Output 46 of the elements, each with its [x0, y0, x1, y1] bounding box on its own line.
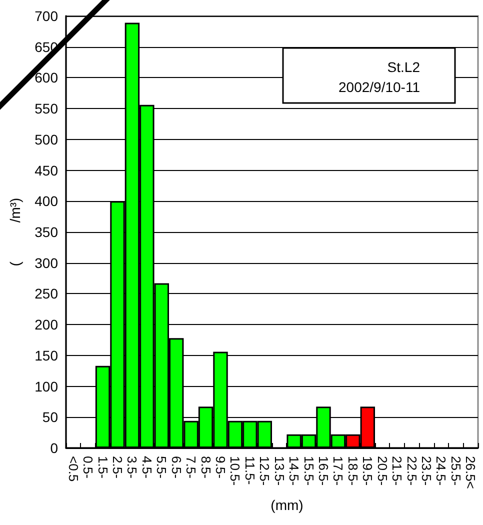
x-tick-label: 13.5-	[272, 456, 287, 486]
y-tick-label: 50	[42, 409, 58, 426]
y-tick-label: 450	[34, 162, 58, 178]
y-tick-label: 350	[34, 224, 58, 240]
y-tick-label: 150	[34, 347, 58, 364]
x-tick-label: 5.5-	[154, 456, 170, 478]
x-tick-label: 3.5-	[124, 456, 140, 478]
x-tick-label: 4.5-	[139, 456, 154, 478]
y-tick-label: 0	[50, 440, 58, 456]
x-tick-label: 19.5-	[360, 456, 376, 486]
x-tick-label: 25.5-	[448, 456, 464, 486]
annotation: St.L2	[387, 59, 420, 75]
x-tick-label: 26.5<	[463, 456, 478, 489]
y-tick-label: 250	[34, 286, 58, 302]
x-tick-label: 7.5-	[184, 456, 199, 478]
y-tick-label: 400	[34, 193, 58, 210]
y-tick-label: 700	[34, 8, 58, 24]
x-tick-label: 22.5-	[404, 456, 420, 486]
x-tick-label: 15.5-	[301, 456, 316, 486]
x-tick-label: <0.5	[66, 456, 81, 482]
y-tick-label: 300	[34, 254, 58, 271]
y-tick-label: 500	[34, 131, 58, 148]
x-tick-label: 11.5-	[242, 456, 258, 485]
x-tick-label: 2.5-	[110, 456, 125, 478]
x-tick-label: 1.5-	[95, 456, 110, 478]
x-tick-label: 0.5-	[80, 456, 96, 478]
x-tick-label: 14.5-	[286, 456, 302, 486]
x-tick-label: 12.5-	[257, 456, 272, 486]
y-tick-label: 100	[34, 378, 58, 394]
y-axis-title: ( /m³)	[7, 198, 23, 266]
x-tick-label: 16.5-	[316, 456, 331, 486]
x-axis-title: (mm)	[270, 497, 304, 513]
x-tick-label: 18.5-	[345, 456, 360, 486]
x-tick-label: 6.5-	[168, 456, 184, 478]
x-tick-label: 10.5-	[228, 456, 243, 486]
annotation: 2002/9/10-11	[338, 79, 420, 95]
x-tick-label: 23.5-	[419, 456, 434, 486]
x-tick-label: 24.5-	[434, 456, 449, 486]
x-tick-label: 17.5-	[330, 456, 346, 486]
x-tick-label: 20.5-	[374, 456, 390, 486]
y-tick-label: 600	[34, 70, 58, 86]
y-tick-label: 200	[34, 316, 58, 333]
x-tick-label: 21.5-	[390, 456, 405, 486]
x-tick-label: 8.5-	[198, 456, 214, 478]
y-tick-label: 550	[34, 100, 58, 117]
x-tick-label: 9.5-	[213, 456, 228, 478]
